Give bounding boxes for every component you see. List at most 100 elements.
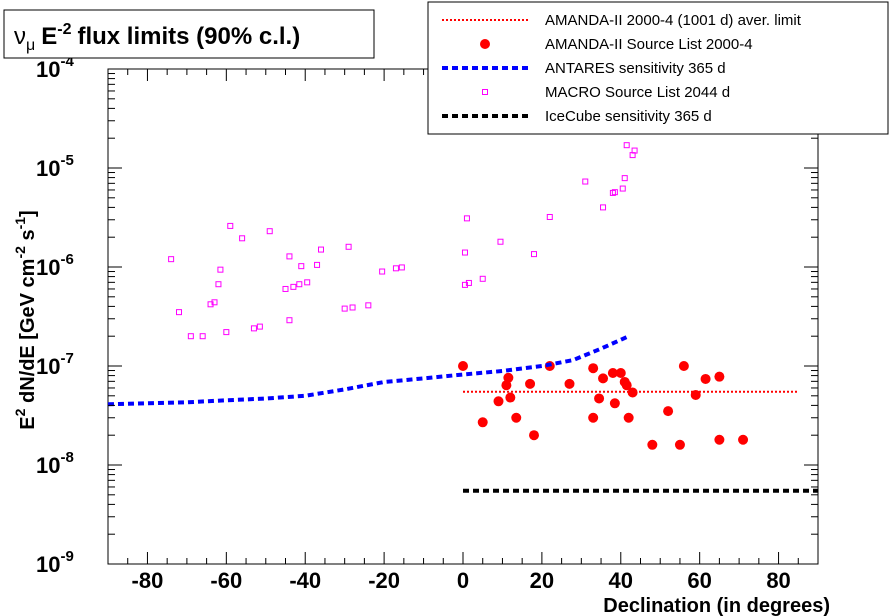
data-point-macro [215, 281, 222, 288]
data-point-macro [290, 283, 297, 290]
x-tick-label: -20 [368, 568, 400, 593]
x-tick-label: -60 [210, 568, 242, 593]
y-tick-label: 10-8 [36, 449, 74, 478]
data-point-amanda [647, 439, 658, 450]
data-point-macro [286, 317, 293, 324]
title-rest: flux limits (90% c.l.) [77, 23, 300, 50]
data-point-macro [619, 185, 626, 192]
data-point-amanda [690, 389, 701, 400]
data-point-macro [227, 222, 234, 229]
x-tick-label: 80 [766, 568, 790, 593]
data-point-amanda [493, 396, 504, 407]
data-point-macro [497, 238, 504, 245]
data-point-amanda [511, 412, 522, 423]
legend-label: AMANDA-II 2000-4 (1001 d) aver. limit [545, 12, 802, 29]
data-point-macro [582, 178, 589, 185]
data-point-macro [461, 249, 468, 256]
data-point-macro [199, 333, 206, 340]
data-point-macro [217, 266, 224, 273]
x-tick-label: -80 [132, 568, 164, 593]
data-point-amanda [678, 361, 689, 371]
data-point-macro [631, 147, 638, 154]
data-point-macro [600, 204, 607, 211]
data-point-amanda [588, 363, 599, 374]
data-point-amanda [529, 430, 539, 441]
data-point-amanda [525, 378, 536, 389]
data-point-macro [349, 304, 356, 311]
data-point-amanda [700, 373, 711, 384]
data-point-amanda [505, 392, 516, 403]
data-point-macro [392, 265, 399, 272]
data-point-macro [365, 302, 372, 309]
data-point-macro [282, 285, 289, 292]
data-point-macro [298, 263, 305, 270]
title-exp: -2 [57, 21, 71, 38]
legend: AMANDA-II 2000-4 (1001 d) aver. limit AMA… [442, 12, 802, 125]
chart-title: νμ E-2 flux limits (90% c.l.) [14, 21, 300, 54]
data-point-amanda [674, 439, 685, 450]
x-tick-label: -40 [289, 568, 321, 593]
data-point-amanda [663, 406, 674, 417]
data-point-macro [223, 329, 230, 336]
y-tick-label: 10-9 [36, 548, 74, 577]
plot-area [107, 68, 819, 565]
data-point-macro [211, 299, 218, 306]
data-point-macro [463, 215, 470, 222]
data-point-amanda [458, 361, 468, 371]
data-point-macro [266, 228, 273, 235]
title-box [3, 9, 375, 59]
legend-label: ANTARES sensitivity 365 d [545, 60, 726, 77]
data-point-macro [398, 264, 405, 271]
x-tick-label: 60 [687, 568, 711, 593]
data-point-macro [314, 261, 321, 268]
data-point-macro [176, 309, 182, 316]
data-point-macro [187, 333, 194, 340]
data-point-macro [286, 253, 293, 260]
data-point-amanda [598, 373, 609, 384]
data-point-macro [168, 256, 175, 263]
data-point-amanda [503, 372, 514, 383]
data-point-amanda [627, 387, 638, 398]
title-mu: μ [26, 37, 35, 54]
data-point-amanda [615, 367, 626, 378]
data-point-amanda [609, 398, 620, 409]
data-point-macro [621, 175, 628, 182]
data-point-amanda [594, 393, 605, 404]
x-tick-label: 40 [609, 568, 633, 593]
data-point-amanda [714, 434, 725, 445]
data-point-amanda [623, 412, 634, 423]
legend-label: MACRO Source List 2044 d [545, 84, 730, 101]
data-point-amanda [564, 378, 575, 389]
data-point-amanda [588, 412, 599, 423]
legend-swatch [482, 89, 488, 95]
title-nu: ν [14, 23, 26, 50]
data-point-macro [531, 251, 537, 258]
y-tick-label: 10-6 [36, 251, 74, 280]
data-point-macro [318, 246, 324, 253]
data-point-macro [345, 243, 352, 250]
y-tick-label: 10-7 [36, 350, 74, 379]
series-line-antares-sensitivity-365-d [107, 334, 630, 407]
data-point-macro [250, 325, 257, 332]
legend-swatch [480, 39, 490, 49]
y-tick-label: 10-5 [36, 152, 74, 181]
data-point-macro [611, 189, 618, 196]
data-point-macro [296, 281, 303, 288]
axes-layer: -80 -60 -40 -20 0 20 40 60 80 10-9 10-8 10-7 10-6 10-… [36, 53, 819, 593]
x-tick-label: 0 [457, 568, 469, 593]
data-point-amanda [477, 417, 488, 428]
data-point-amanda [714, 371, 725, 382]
data-point-macro [256, 323, 263, 330]
data-point-macro [623, 142, 630, 149]
data-point-macro [609, 189, 616, 196]
legend-label: IceCube sensitivity 365 d [545, 108, 712, 125]
data-point-macro [239, 235, 246, 242]
data-point-macro [379, 268, 386, 275]
title-e: E [41, 23, 57, 50]
data-point-amanda [738, 434, 749, 445]
data-point-amanda [607, 367, 618, 378]
data-layer [107, 142, 818, 493]
x-axis-title: Declination (in degrees) [603, 595, 830, 616]
data-point-macro [341, 305, 348, 312]
